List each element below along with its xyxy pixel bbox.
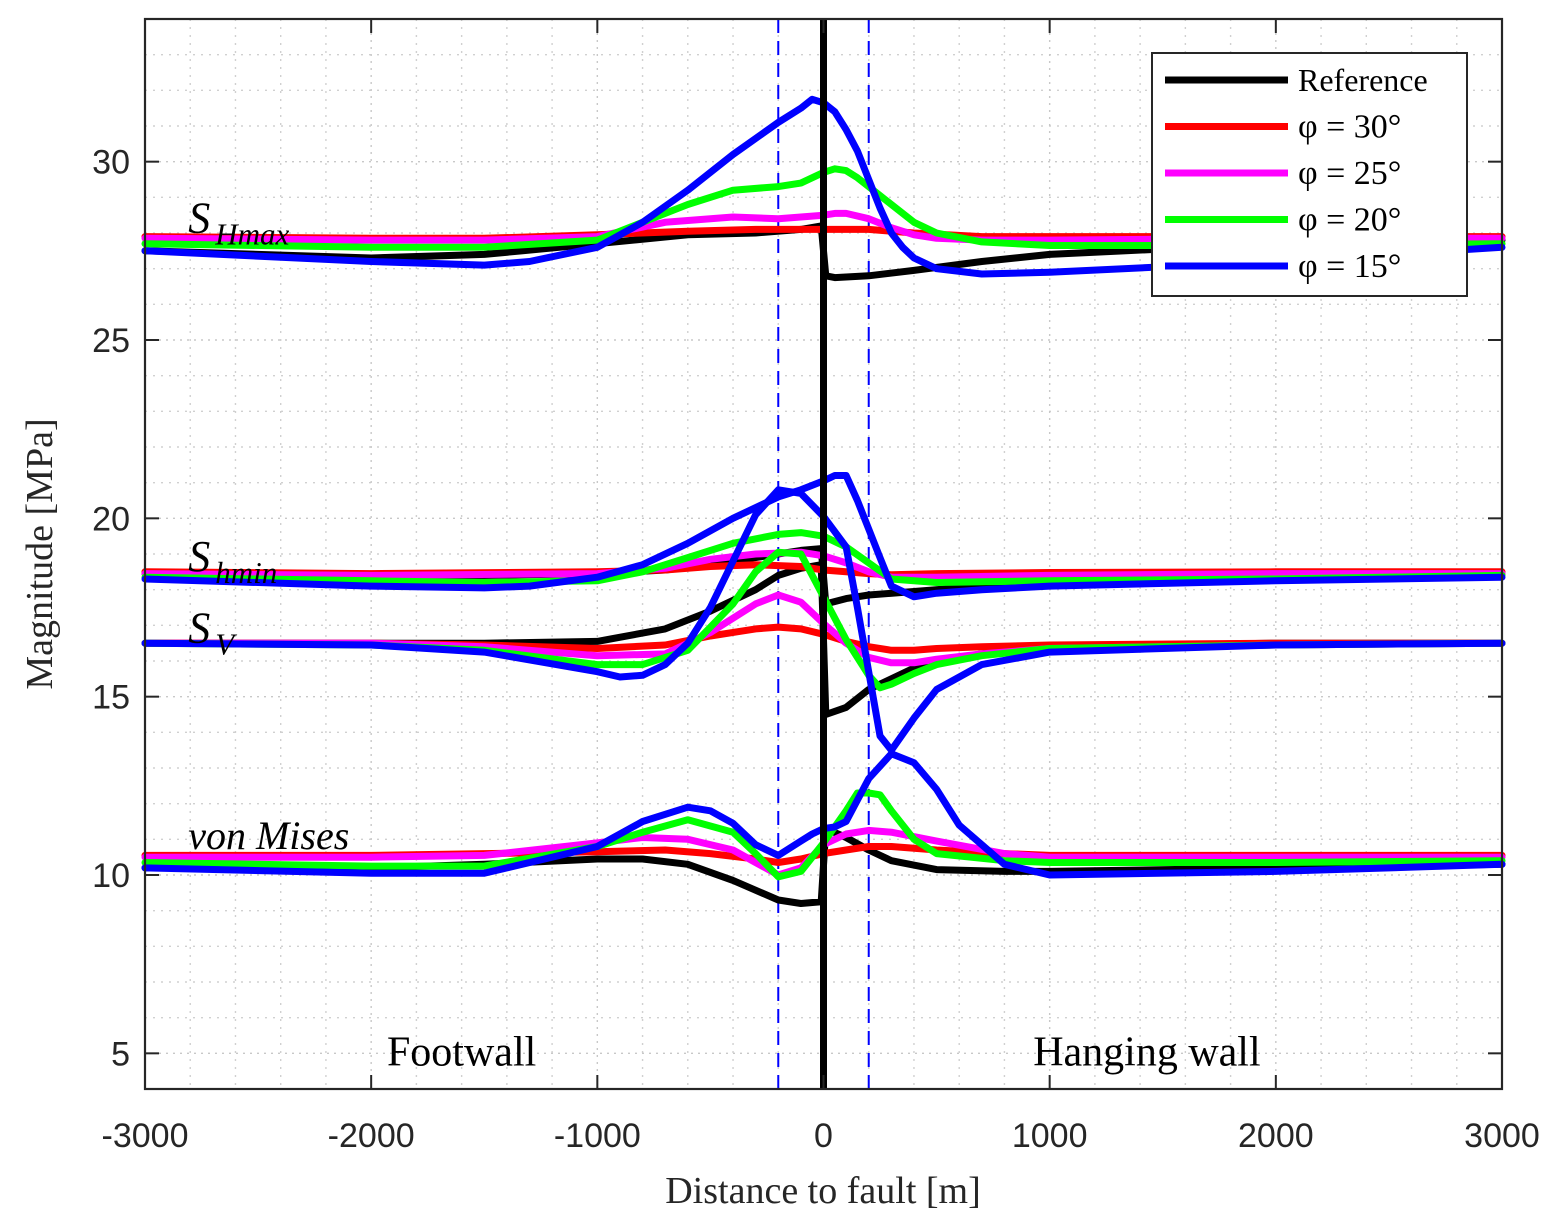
annotation-sv-main: S — [188, 603, 210, 652]
y-tick-label: 30 — [92, 144, 130, 182]
annotation-shmax: S Hmax — [188, 193, 289, 251]
annotation-sv-sub: V — [215, 626, 237, 661]
x-tick-label: -3000 — [102, 1117, 189, 1155]
series-line-shmax-15 — [141, 95, 1506, 278]
axis-ticks — [144, 19, 1503, 1089]
x-tick-label: -2000 — [328, 1117, 415, 1155]
legend-label: φ = 25° — [1298, 155, 1401, 192]
x-tick-label: 1000 — [1012, 1117, 1088, 1155]
annotation-sv: S V — [188, 603, 237, 661]
legend-label: Reference — [1298, 62, 1428, 98]
series-line-sv-15 — [141, 486, 1506, 754]
y-tick-labels: 5 10 15 20 25 30 — [92, 144, 130, 1074]
annotation-shmin-main: S — [188, 532, 210, 581]
x-axis-label: Distance to fault [m] — [665, 1170, 981, 1212]
legend-label: φ = 30° — [1298, 109, 1401, 146]
x-tick-labels: -3000 -2000 -1000 0 1000 2000 3000 — [102, 1117, 1540, 1155]
x-tick-label: 3000 — [1464, 1117, 1540, 1155]
legend-label: φ = 15° — [1298, 248, 1401, 285]
y-tick-label: 20 — [92, 500, 130, 538]
x-tick-label: -1000 — [554, 1117, 641, 1155]
annotation-shmax-main: S — [188, 193, 210, 242]
x-tick-label: 0 — [814, 1117, 833, 1155]
annotation-shmax-sub: Hmax — [214, 216, 289, 251]
legend: Reference φ = 30° φ = 25° φ = 20° φ = 15° — [1151, 52, 1468, 297]
annotation-shmin-sub: hmin — [215, 555, 277, 590]
annotation-shmin: S hmin — [188, 532, 277, 590]
series-line-shmax-20 — [141, 165, 1506, 251]
series-line-shmin-15 — [141, 472, 1506, 601]
y-tick-label: 15 — [92, 679, 130, 717]
annotation-footwall: Footwall — [387, 1029, 536, 1075]
x-tick-label: 2000 — [1238, 1117, 1314, 1155]
legend-label: φ = 20° — [1298, 202, 1401, 239]
y-axis-label: Magnitude [MPa] — [19, 418, 61, 689]
y-tick-label: 5 — [111, 1035, 130, 1073]
y-tick-label: 25 — [92, 322, 130, 360]
y-tick-label: 10 — [92, 857, 130, 895]
annotation-von-mises: von Mises — [188, 813, 349, 858]
annotation-hanging-wall: Hanging wall — [1033, 1029, 1260, 1075]
